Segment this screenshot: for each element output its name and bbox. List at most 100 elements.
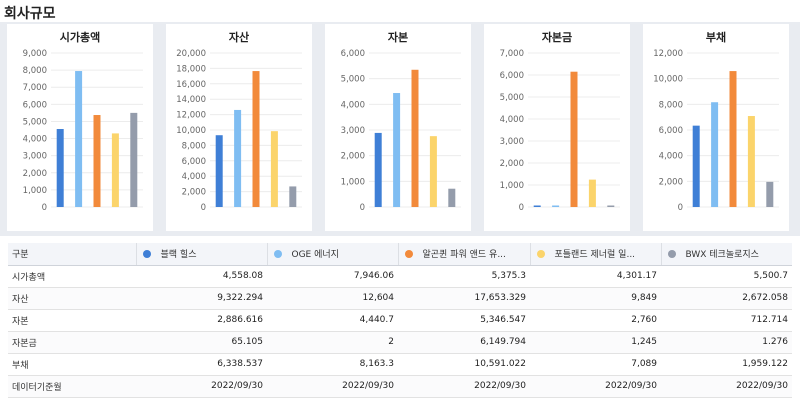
- legend-item[interactable]: OGE 에너지: [266, 243, 398, 266]
- legend-dot-icon: [667, 250, 676, 259]
- y-tick-label: 8,000: [23, 66, 47, 76]
- bar-블랙-힐스[interactable]: [533, 205, 541, 208]
- bar-블랙-힐스[interactable]: [56, 129, 64, 207]
- table-cell: 65.105: [136, 331, 267, 354]
- y-tick-label: 4,000: [500, 115, 524, 125]
- row-label: 자본: [8, 309, 136, 332]
- table-cell: 4,440.7: [267, 309, 398, 332]
- chart-title: 자본금: [542, 30, 572, 44]
- legend-label: 블랙 힐스: [160, 250, 197, 261]
- bar-chart: 부채 0 2,000 4,000 6,000 8,000 10,000 12,000: [653, 30, 779, 213]
- table-cell: 4,301.17: [530, 265, 661, 288]
- legend-item[interactable]: 블랙 힐스: [135, 243, 267, 266]
- legend-item[interactable]: 포틀랜드 제너럴 일...: [529, 243, 661, 266]
- y-tick-label: 10,000: [653, 75, 683, 85]
- chart-title: 부채: [706, 30, 726, 44]
- table-cell: 712.714: [661, 309, 792, 332]
- table-row: 자산 9,322.294 12,604 17,653.329 9,849 2,6…: [8, 287, 792, 310]
- y-tick-label: 20,000: [176, 49, 206, 59]
- bar-알곤퀸-파워-앤드-유...[interactable]: [93, 115, 101, 207]
- table-row: 시가총액 4,558.08 7,946.06 5,375.3 4,301.17 …: [8, 265, 792, 288]
- table-cell: 5,346.547: [398, 309, 530, 332]
- y-tick-label: 4,000: [182, 172, 206, 182]
- y-tick-label: 8,000: [182, 141, 206, 151]
- y-tick-label: 5,000: [500, 93, 524, 103]
- y-tick-label: 14,000: [176, 95, 206, 105]
- table-cell: 2: [267, 331, 398, 354]
- bar-알곤퀸-파워-앤드-유...[interactable]: [252, 71, 260, 207]
- bar-BWX-테크놀로지스[interactable]: [607, 205, 615, 208]
- table-row: 부채 6,338.537 8,163.3 10,591.022 7,089 1,…: [8, 353, 792, 376]
- bar-알곤퀸-파워-앤드-유...[interactable]: [729, 71, 737, 207]
- y-tick-label: 3,000: [500, 137, 524, 147]
- bar-BWX-테크놀로지스[interactable]: [766, 181, 774, 207]
- chart-title: 시가총액: [60, 30, 100, 44]
- table-cell: 7,946.06: [267, 265, 398, 288]
- bar-BWX-테크놀로지스[interactable]: [130, 112, 138, 207]
- y-tick-label: 18,000: [176, 64, 206, 74]
- bar-BWX-테크놀로지스[interactable]: [289, 186, 297, 207]
- chart-panel-assets: 자산 0 2,000 4,000 6,000 8,000 10,000 12,000 14,00…: [166, 24, 312, 231]
- y-tick-label: 12,000: [653, 49, 683, 59]
- bar-OGE-에너지[interactable]: [711, 102, 719, 207]
- y-tick-label: 1,000: [23, 186, 47, 196]
- legend-dot-icon: [142, 250, 151, 259]
- legend-item[interactable]: 알곤퀸 파워 앤드 유...: [397, 243, 530, 266]
- legend-dot-icon: [404, 250, 413, 259]
- row-label: 데이터기준월: [8, 375, 136, 398]
- y-tick-label: 2,000: [341, 152, 365, 162]
- chart-title: 자본: [388, 30, 408, 44]
- bar-블랙-힐스[interactable]: [374, 132, 382, 207]
- table-cell: 7,089: [530, 353, 661, 376]
- bar-OGE-에너지[interactable]: [234, 109, 242, 207]
- y-tick-label: 16,000: [176, 80, 206, 90]
- table-cell: 5,375.3: [398, 265, 530, 288]
- bar-포틀랜드-제너럴-일...[interactable]: [429, 136, 437, 207]
- page-title: 회사규모: [4, 6, 56, 22]
- table-cell: 2,672.058: [661, 287, 792, 310]
- bar-BWX-테크놀로지스[interactable]: [448, 188, 456, 207]
- y-tick-label: 10,000: [176, 126, 206, 136]
- bar-포틀랜드-제너럴-일...[interactable]: [588, 179, 596, 207]
- table-cell: 2022/09/30: [267, 375, 398, 398]
- bar-chart: 자본 0 1,000 2,000 3,000 4,000 5,000 6,000: [341, 30, 461, 213]
- y-tick-label: 12,000: [176, 111, 206, 121]
- bar-chart: 자산 0 2,000 4,000 6,000 8,000 10,000 12,000 14,00…: [176, 30, 302, 213]
- y-tick-label: 2,000: [659, 177, 683, 187]
- chart-panel-equity: 자본 0 1,000 2,000 3,000 4,000 5,000 6,000: [325, 24, 471, 231]
- table-cell: 2,886.616: [136, 309, 267, 332]
- table-cell: 1,959.122: [661, 353, 792, 376]
- y-tick-label: 6,000: [500, 71, 524, 81]
- table-cell: 17,653.329: [398, 287, 530, 310]
- table-cell: 2022/09/30: [530, 375, 661, 398]
- bar-포틀랜드-제너럴-일...[interactable]: [747, 116, 755, 207]
- bar-블랙-힐스[interactable]: [692, 125, 700, 207]
- legend-item[interactable]: BWX 테크놀로지스: [660, 243, 792, 266]
- bar-chart: 시가총액 0 1,000 2,000 3,000 4,000 5,000 6,000 7,000…: [23, 30, 143, 213]
- table-cell: 1.276: [661, 331, 792, 354]
- table-cell: 6,338.537: [136, 353, 267, 376]
- y-tick-label: 6,000: [23, 100, 47, 110]
- y-tick-label: 5,000: [341, 75, 365, 85]
- table-row: 자본 2,886.616 4,440.7 5,346.547 2,760 712…: [8, 309, 792, 332]
- bar-OGE-에너지[interactable]: [75, 71, 83, 207]
- row-label: 부채: [8, 353, 136, 376]
- bar-OGE-에너지[interactable]: [393, 93, 401, 207]
- bar-블랙-힐스[interactable]: [215, 135, 223, 207]
- bar-포틀랜드-제너럴-일...[interactable]: [270, 131, 278, 207]
- table-cell: 6,149.794: [398, 331, 530, 354]
- bar-알곤퀸-파워-앤드-유...[interactable]: [570, 71, 578, 207]
- row-label: 시가총액: [8, 265, 136, 288]
- bar-알곤퀸-파워-앤드-유...[interactable]: [411, 69, 419, 207]
- y-tick-label: 0: [42, 203, 47, 213]
- y-tick-label: 3,000: [341, 126, 365, 136]
- legend-label: BWX 테크놀로지스: [685, 250, 759, 261]
- y-tick-label: 2,000: [500, 159, 524, 169]
- table-cell: 9,322.294: [136, 287, 267, 310]
- bar-OGE-에너지[interactable]: [552, 205, 560, 208]
- table-cell: 8,163.3: [267, 353, 398, 376]
- bar-포틀랜드-제너럴-일...[interactable]: [111, 133, 119, 207]
- legend-dot-icon: [273, 250, 282, 259]
- y-tick-label: 0: [678, 203, 683, 213]
- row-label: 자산: [8, 287, 136, 310]
